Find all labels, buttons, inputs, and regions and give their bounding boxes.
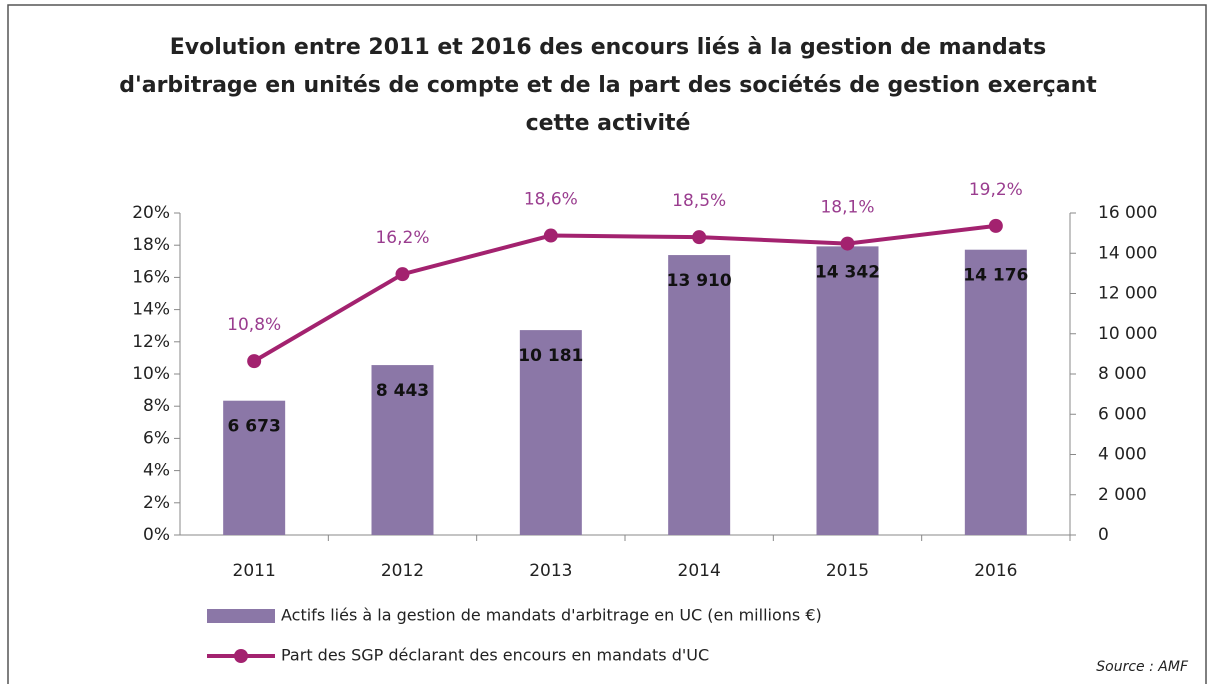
bar (519, 330, 582, 535)
legend-swatch (234, 649, 248, 663)
chart-title: Evolution entre 2011 et 2016 des encours… (170, 35, 1047, 60)
bar (223, 400, 286, 535)
line-marker (840, 236, 855, 251)
bar-value-label: 10 181 (518, 346, 583, 366)
y2-tick-label: 2 000 (1098, 485, 1147, 505)
bar-value-label: 6 673 (228, 417, 281, 437)
line-marker (543, 228, 558, 243)
line-value-label: 18,1% (820, 198, 874, 218)
y-tick-label: 2% (143, 493, 170, 513)
y2-tick-label: 12 000 (1098, 284, 1157, 304)
y2-tick-label: 6 000 (1098, 404, 1147, 424)
y-tick-label: 12% (132, 332, 170, 352)
x-tick-label: 2012 (381, 561, 424, 581)
y2-tick-label: 16 000 (1098, 203, 1157, 223)
x-tick-label: 2011 (233, 561, 276, 581)
y2-tick-label: 14 000 (1098, 243, 1157, 263)
bar (964, 249, 1027, 535)
line-value-label: 18,6% (524, 190, 578, 210)
y2-tick-label: 10 000 (1098, 324, 1157, 344)
y2-tick-label: 8 000 (1098, 364, 1147, 384)
legend-swatch (207, 609, 275, 623)
y2-tick-label: 0 (1098, 525, 1109, 545)
legend-label: Part des SGP déclarant des encours en ma… (281, 646, 709, 665)
bar (816, 246, 879, 535)
line-value-label: 18,5% (672, 191, 726, 211)
y-tick-label: 4% (143, 461, 170, 481)
y-tick-label: 16% (132, 267, 170, 287)
y-tick-label: 18% (132, 235, 170, 255)
bar-value-label: 14 176 (963, 266, 1028, 286)
bar-value-label: 14 342 (815, 262, 880, 282)
bar (668, 255, 731, 535)
chart-border (7, 4, 1207, 684)
bar (371, 365, 434, 535)
x-tick-label: 2016 (974, 561, 1017, 581)
line-marker (247, 354, 262, 369)
y-tick-label: 6% (143, 428, 170, 448)
y-tick-label: 10% (132, 364, 170, 384)
line-value-label: 16,2% (375, 228, 429, 248)
y-tick-label: 0% (143, 525, 170, 545)
line-marker (692, 230, 707, 245)
chart-title: cette activité (526, 111, 691, 136)
line-marker (988, 218, 1003, 233)
legend-label: Actifs liés à la gestion de mandats d'ar… (281, 606, 822, 625)
chart-title: d'arbitrage en unités de compte et de la… (119, 73, 1097, 98)
line-value-label: 19,2% (969, 180, 1023, 200)
line (253, 223, 997, 363)
line-marker (395, 267, 410, 282)
y-tick-label: 8% (143, 396, 170, 416)
x-tick-label: 2015 (826, 561, 869, 581)
source-note: Source : AMF (1096, 659, 1189, 675)
bar-value-label: 13 910 (667, 271, 732, 291)
y-tick-label: 20% (132, 203, 170, 223)
y-tick-label: 14% (132, 300, 170, 320)
x-tick-label: 2014 (678, 561, 721, 581)
y2-tick-label: 4 000 (1098, 445, 1147, 465)
x-tick-label: 2013 (529, 561, 572, 581)
bar-value-label: 8 443 (376, 381, 429, 401)
line-value-label: 10,8% (227, 315, 281, 335)
